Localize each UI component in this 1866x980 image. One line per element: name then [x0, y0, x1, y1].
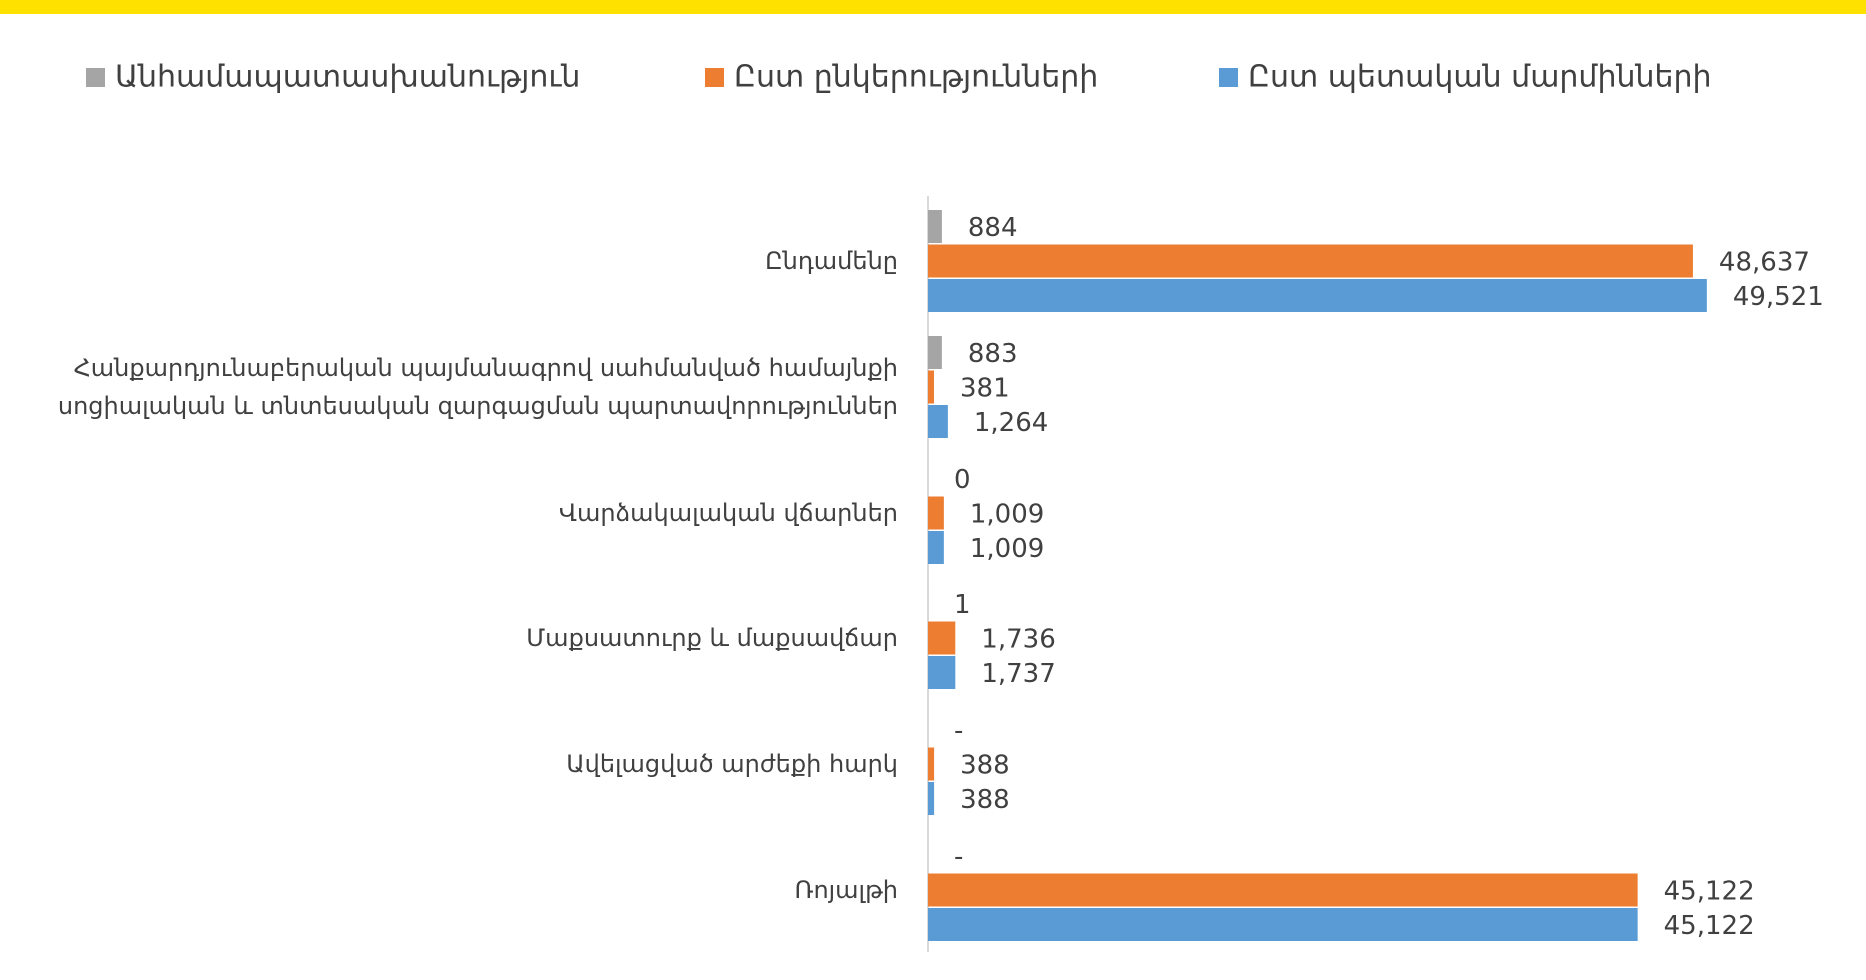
category-label: Ընդամենը: [765, 247, 898, 275]
data-label: 388: [960, 751, 1010, 781]
category-label: Ավելացված արժեքի հարկ: [566, 750, 898, 778]
data-label: 884: [968, 213, 1018, 243]
bar: [928, 496, 944, 530]
bar: [928, 782, 935, 815]
data-label: 1,009: [970, 534, 1044, 564]
bar: [928, 370, 934, 404]
legend-label: Ըստ պետական մարմինների: [1248, 60, 1712, 95]
bar: [928, 405, 948, 438]
legend-label: Անհամապատասխանություն: [115, 60, 580, 95]
data-label: 48,637: [1719, 248, 1810, 278]
bar: [928, 336, 942, 369]
category-label: Հանքարդյունաբերական պայմանագրով սահմանվա…: [57, 354, 898, 420]
bar: [928, 279, 1707, 312]
data-label: 1,264: [974, 408, 1048, 438]
bar: [928, 210, 942, 243]
data-label: 883: [968, 339, 1018, 369]
data-label: 1,736: [981, 625, 1055, 655]
data-label: 381: [960, 374, 1010, 404]
data-label: 388: [960, 785, 1010, 815]
data-label: -: [954, 716, 963, 746]
data-label: 1,737: [981, 659, 1055, 689]
bar: [928, 621, 956, 655]
bar: [928, 873, 1638, 907]
data-label: 45,122: [1664, 911, 1755, 941]
legend-label: Ըստ ընկերությունների: [734, 60, 1098, 95]
bar: [928, 908, 1638, 941]
bar: [928, 244, 1693, 278]
data-label: -: [954, 842, 963, 872]
data-label: 1,009: [970, 500, 1044, 530]
category-label: Մաքսատուրք և մաքսավճար: [526, 624, 898, 652]
bar: [928, 531, 944, 564]
category-label: Ռոյալթի: [794, 876, 898, 904]
data-label: 0: [954, 465, 971, 495]
legend-swatch: [86, 68, 105, 87]
legend-swatch: [1219, 68, 1238, 87]
data-label: 45,122: [1664, 877, 1755, 907]
top-bar: [0, 0, 1866, 14]
bar: [928, 747, 935, 781]
bar: [928, 656, 956, 689]
data-label: 49,521: [1733, 282, 1824, 312]
category-label: Վարձակալական վճարներ: [558, 499, 898, 527]
legend-swatch: [705, 68, 724, 87]
data-label: 1: [954, 590, 971, 620]
